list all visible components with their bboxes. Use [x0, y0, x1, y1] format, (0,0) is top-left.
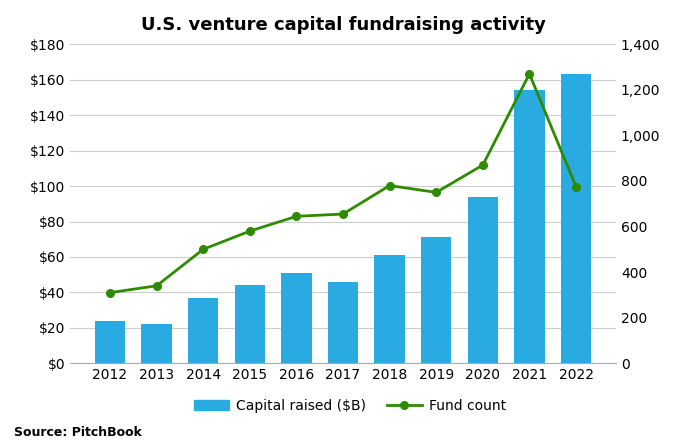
Bar	[281, 273, 312, 363]
Bar	[374, 255, 405, 363]
Title: U.S. venture capital fundraising activity: U.S. venture capital fundraising activit…	[141, 16, 545, 35]
Bar	[421, 237, 452, 363]
Bar	[468, 197, 498, 363]
Bar	[234, 285, 265, 363]
Text: Source: PitchBook: Source: PitchBook	[14, 426, 142, 439]
Bar	[141, 324, 172, 363]
Bar	[328, 282, 358, 363]
Legend: Capital raised ($B), Fund count: Capital raised ($B), Fund count	[189, 393, 511, 418]
Bar	[188, 298, 218, 363]
Bar	[561, 74, 592, 363]
Bar	[514, 90, 545, 363]
Bar	[94, 321, 125, 363]
